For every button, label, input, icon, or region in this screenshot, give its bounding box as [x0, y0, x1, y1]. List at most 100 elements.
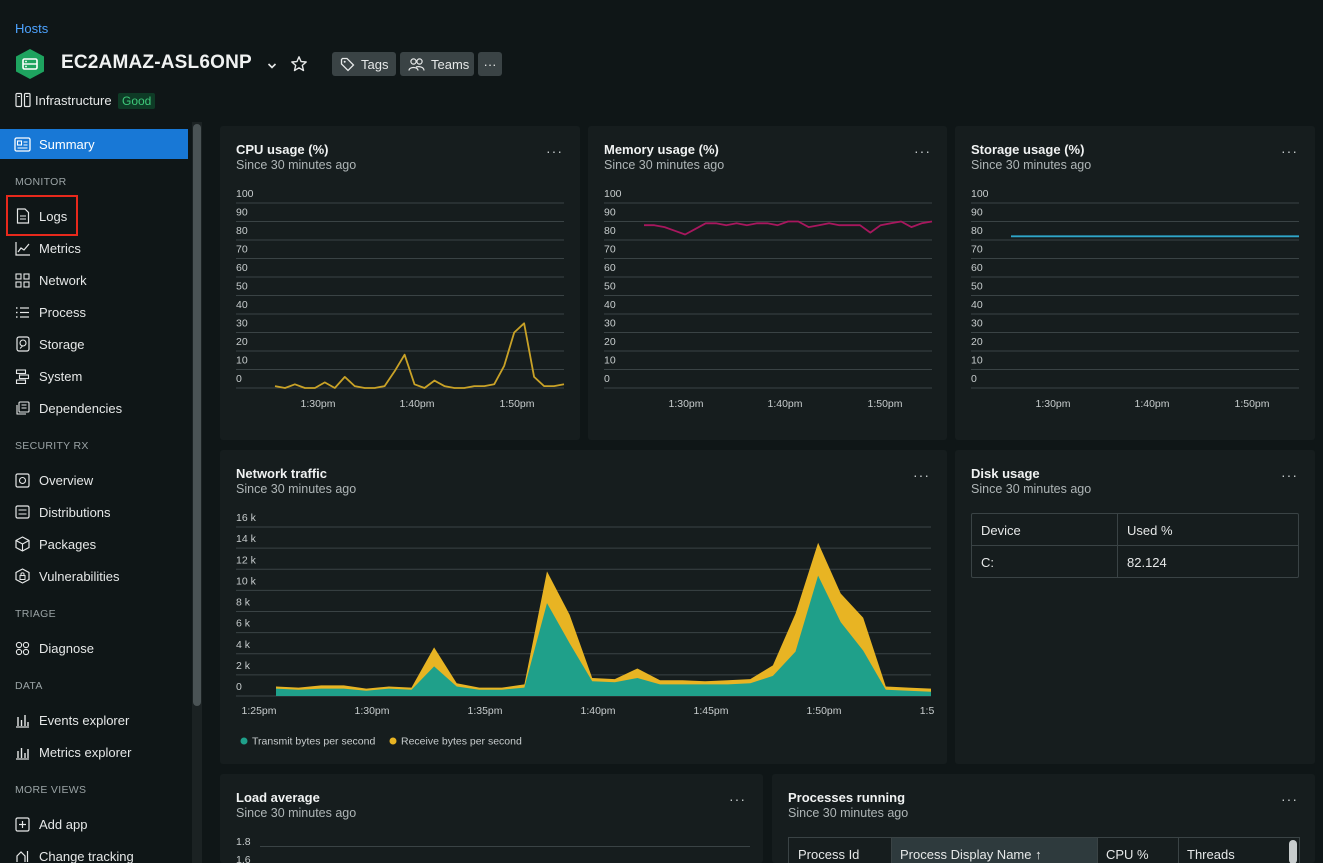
card-menu-button[interactable]: ···	[914, 143, 931, 159]
sidebar-item-system[interactable]: System	[0, 361, 188, 391]
card-title: Memory usage (%)	[604, 142, 719, 157]
teams-icon	[408, 57, 425, 72]
entity-switch-chevron-icon[interactable]	[266, 60, 278, 72]
legend-label-transmit[interactable]: Transmit bytes per second	[252, 736, 375, 748]
teams-label: Teams	[431, 56, 470, 72]
sidebar-item-logs[interactable]: Logs	[0, 201, 188, 231]
x-tick-label: 1:50pm	[1234, 398, 1269, 410]
y-tick-label: 50	[971, 281, 983, 293]
domain-label: Infrastructure	[35, 93, 112, 108]
x-tick-label: 1:45pm	[693, 705, 728, 717]
y-tick-label: 40	[971, 299, 983, 311]
section-triage: TRIAGE	[15, 608, 56, 620]
sidebar-item-diagnose[interactable]: Diagnose	[0, 633, 188, 663]
card-title: Disk usage	[971, 466, 1040, 481]
card-title: Network traffic	[236, 466, 328, 481]
network-traffic-card: Network traffic Since 30 minutes ago ···…	[220, 450, 947, 764]
sidebar-scrollbar-thumb[interactable]	[193, 124, 201, 706]
memory-usage-card: Memory usage (%) Since 30 minutes ago ··…	[588, 126, 947, 440]
y-tick-label: 20	[604, 336, 616, 348]
sidebar-item-label: Logs	[39, 208, 68, 224]
x-tick-label: 1:40pm	[580, 705, 615, 717]
table-column-divider	[891, 838, 892, 863]
card-menu-button[interactable]: ···	[1281, 791, 1298, 807]
y-tick-label: 8 k	[236, 597, 251, 609]
sidebar-item-add-app[interactable]: Add app	[0, 809, 188, 839]
sidebar-item-storage[interactable]: Storage	[0, 329, 188, 359]
y-tick-label: 30	[971, 318, 983, 330]
series-line[interactable]	[274, 322, 565, 389]
summary-icon	[14, 136, 31, 153]
table-scrollbar[interactable]	[1289, 840, 1297, 863]
sidebar-item-label: Metrics	[39, 240, 81, 256]
y-tick-label: 0	[971, 373, 977, 385]
y-tick-label: 12 k	[236, 554, 257, 566]
sidebar-item-metrics-explorer[interactable]: Metrics explorer	[0, 737, 188, 767]
table-header-device[interactable]: Device	[981, 523, 1021, 538]
sidebar-item-label: Events explorer	[39, 712, 130, 728]
x-tick-label: 1:50pm	[499, 398, 534, 410]
sidebar-item-packages[interactable]: Packages	[0, 529, 188, 559]
transmit-area[interactable]	[276, 575, 931, 696]
y-tick-label: 0	[604, 373, 610, 385]
y-tick-label: 40	[604, 299, 616, 311]
card-title: Processes running	[788, 790, 906, 805]
sidebar-item-process[interactable]: Process	[0, 297, 188, 327]
card-menu-button[interactable]: ···	[729, 791, 746, 807]
legend-swatch-receive	[389, 737, 397, 745]
table-header-threads[interactable]: Threads	[1187, 847, 1235, 862]
teams-button[interactable]: Teams	[400, 52, 474, 76]
entity-name[interactable]: EC2AMAZ-ASL6ONP	[61, 52, 252, 73]
card-menu-button[interactable]: ···	[1281, 467, 1298, 483]
table-header-process-name[interactable]: Process Display Name ↑	[900, 847, 1042, 862]
y-tick-label: 10 k	[236, 575, 257, 587]
series-line[interactable]	[644, 220, 933, 236]
card-subtitle: Since 30 minutes ago	[236, 158, 357, 172]
sidebar-item-metrics[interactable]: Metrics	[0, 233, 188, 263]
sidebar-item-label: Packages	[39, 536, 97, 552]
sidebar-item-change-tracking[interactable]: Change tracking	[0, 841, 188, 863]
sidebar-item-dependencies[interactable]: Dependencies	[0, 393, 188, 423]
disk-usage-table: Device Used % C: 82.124	[971, 513, 1299, 578]
sidebar-item-events-explorer[interactable]: Events explorer	[0, 705, 188, 735]
favorite-star-icon[interactable]	[290, 55, 308, 73]
receive-area[interactable]	[276, 542, 931, 696]
tag-icon	[340, 57, 355, 72]
sidebar-item-network[interactable]: Network	[0, 265, 188, 295]
card-menu-button[interactable]: ···	[913, 467, 930, 483]
sidebar-item-label: System	[39, 368, 83, 384]
bar-chart-icon	[14, 744, 31, 761]
package-icon	[14, 536, 31, 553]
sidebar-item-overview[interactable]: Overview	[0, 465, 188, 495]
bar-chart-icon	[14, 712, 31, 729]
sidebar-item-distributions[interactable]: Distributions	[0, 497, 188, 527]
y-tick-label: 90	[604, 207, 616, 219]
table-header-cpu[interactable]: CPU %	[1106, 847, 1149, 862]
sidebar-item-label: Network	[39, 272, 87, 288]
process-table: Process Id Process Display Name ↑ CPU % …	[788, 837, 1300, 863]
table-header-process-id[interactable]: Process Id	[798, 847, 860, 862]
x-tick-label: 1:30pm	[1035, 398, 1070, 410]
y-tick-label: 10	[604, 355, 616, 367]
sidebar-item-label: Distributions	[39, 504, 111, 520]
card-menu-button[interactable]: ···	[1281, 143, 1298, 159]
breadcrumb-hosts[interactable]: Hosts	[15, 21, 49, 36]
sidebar-item-label: Storage	[39, 336, 85, 352]
y-tick-label: 80	[971, 225, 983, 237]
sidebar-item-summary[interactable]: Summary	[0, 129, 188, 159]
card-title: CPU usage (%)	[236, 142, 329, 157]
x-tick-label: 1:40pm	[399, 398, 434, 410]
card-menu-button[interactable]: ···	[546, 143, 563, 159]
load-tick-label: 1.8	[236, 836, 251, 848]
distributions-icon	[14, 504, 31, 521]
sidebar-item-vulnerabilities[interactable]: Vulnerabilities	[0, 561, 188, 591]
card-subtitle: Since 30 minutes ago	[788, 806, 909, 820]
diagnose-icon	[14, 640, 31, 657]
logs-highlight-box	[6, 195, 78, 236]
sidebar-item-label: Overview	[39, 472, 94, 488]
more-actions-button[interactable]: ···	[478, 52, 502, 76]
tags-button[interactable]: Tags	[332, 52, 396, 76]
y-tick-label: 30	[236, 318, 248, 330]
table-header-used[interactable]: Used %	[1127, 523, 1173, 538]
legend-label-receive[interactable]: Receive bytes per second	[401, 736, 522, 748]
